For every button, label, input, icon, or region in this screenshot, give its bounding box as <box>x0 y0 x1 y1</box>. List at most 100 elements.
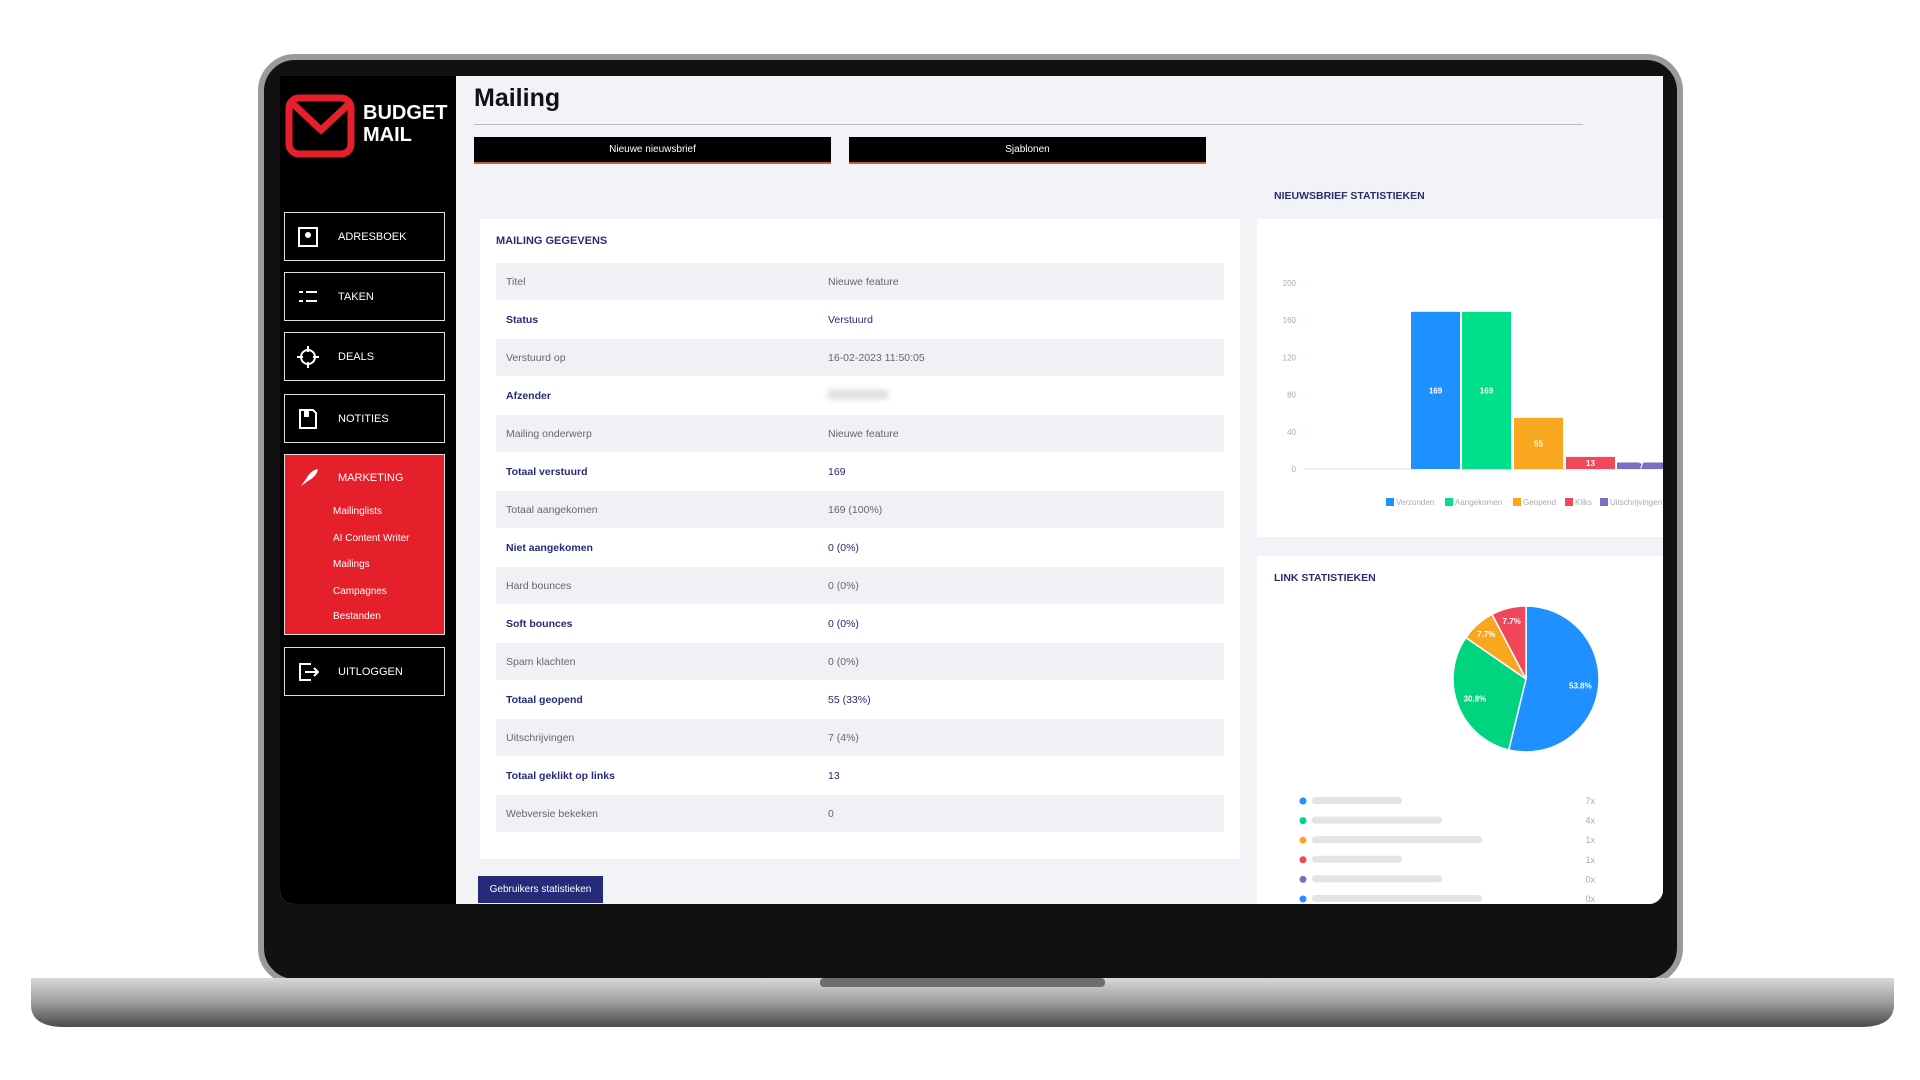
blurred-link <box>1312 895 1482 902</box>
row-label: Titel <box>506 276 526 288</box>
row-value: 0 <box>828 808 834 820</box>
chart-title: NIEUWSBRIEF STATISTIEKEN <box>1274 190 1425 202</box>
table-row: Niet aangekomen 0 (0%) <box>496 529 1224 566</box>
button[interactable]: Nieuwe nieuwsbrief <box>474 137 831 164</box>
table-row: Soft bounces 0 (0%) <box>496 605 1224 642</box>
row-label: Totaal geopend <box>506 694 583 706</box>
row-value: 169 (100%) <box>828 504 883 516</box>
link-count: 4x <box>1585 816 1595 826</box>
legend-label: Aangekomen <box>1455 498 1502 507</box>
pie-slice <box>1507 605 1600 753</box>
stats-card <box>1257 556 1663 904</box>
logo-line: MAIL <box>363 124 412 146</box>
row-value: 169 <box>828 466 846 478</box>
table-row: Totaal geklikt op links 13 <box>496 757 1224 794</box>
legend-swatch <box>1445 498 1453 506</box>
sidebar: BUDGET MAIL ADRESBOEK TAKEN DEALS NOTITI… <box>280 76 456 904</box>
link-dot <box>1299 875 1307 883</box>
table-row: Status Verstuurd <box>496 301 1224 338</box>
button[interactable]: Gebruikers statistieken <box>478 876 603 903</box>
submenu-item[interactable]: Mailings <box>333 559 370 570</box>
blurred-link <box>1312 816 1442 824</box>
nav-label: UITLOGGEN <box>338 665 403 678</box>
y-tick-label: 40 <box>1287 428 1296 437</box>
row-value: Nieuwe feature <box>828 428 899 440</box>
bar <box>1566 456 1615 469</box>
nav-item[interactable]: UITLOGGEN <box>284 647 445 696</box>
screen: BUDGET MAIL ADRESBOEK TAKEN DEALS NOTITI… <box>280 76 1663 904</box>
logo-line: BUDGET <box>363 102 448 124</box>
table-row: Totaal verstuurd 169 <box>496 453 1224 490</box>
row-label: Totaal verstuurd <box>506 466 588 478</box>
bar-label: 169 <box>1429 386 1443 395</box>
nav-label: DEALS <box>338 350 375 363</box>
row-value: 0 (0%) <box>828 618 859 630</box>
table-row: Verstuurd op 16-02-2023 11:50:05 <box>496 339 1224 376</box>
row-label: Soft bounces <box>506 618 573 630</box>
pie-slice <box>1452 636 1527 751</box>
table-row: Webversie bekeken 0 <box>496 795 1224 832</box>
logo-text: BUDGET MAIL <box>363 102 447 146</box>
nav-label: NOTITIES <box>338 412 389 425</box>
nav-item[interactable]: NOTITIES <box>284 394 445 443</box>
row-value: 0 (0%) <box>828 542 859 554</box>
submenu-item[interactable]: Bestanden <box>333 611 381 622</box>
row-value: Nieuwe feature <box>828 276 899 288</box>
row-label: Verstuurd op <box>506 352 566 364</box>
row-label: Hard bounces <box>506 580 572 592</box>
card-title: MAILING GEGEVENS <box>496 235 608 247</box>
row-value: 13 <box>828 770 840 782</box>
link-count: 1x <box>1585 855 1595 865</box>
bar <box>1411 311 1460 469</box>
link-count: 0x <box>1585 874 1595 884</box>
row-label: Totaal geklikt op links <box>506 770 615 782</box>
nav-item[interactable]: TAKEN <box>284 272 445 321</box>
row-label: Afzender <box>506 390 551 402</box>
pie-label: 30.8% <box>1464 695 1487 704</box>
bar <box>1617 462 1663 469</box>
nav-label: MARKETING <box>338 472 404 484</box>
blurred-link <box>1312 836 1482 844</box>
charts: NIEUWSBRIEF STATISTIEKEN 0 40 80 120 160 200 16… <box>1274 190 1663 904</box>
table-row: Afzender <box>496 377 1224 414</box>
row-value: 0 (0%) <box>828 656 859 668</box>
bar-label: 55 <box>1534 439 1543 448</box>
table-row: Totaal aangekomen 169 (100%) <box>496 491 1224 528</box>
submenu-item[interactable]: AI Content Writer <box>333 533 410 544</box>
blurred-link <box>1312 855 1402 863</box>
row-value: 55 (33%) <box>828 694 871 706</box>
pie-label: 7.7% <box>1477 630 1495 639</box>
legend-label: Geopend <box>1523 498 1556 507</box>
link-dot <box>1299 797 1307 805</box>
page-title: Mailing <box>474 84 561 112</box>
row-label: Webversie bekeken <box>506 808 599 820</box>
table-row: Totaal geopend 55 (33%) <box>496 681 1224 718</box>
table-row: Hard bounces 0 (0%) <box>496 567 1224 604</box>
y-tick-label: 200 <box>1283 279 1297 288</box>
bar-label: 7 <box>1639 462 1644 471</box>
logo-icon <box>285 94 355 158</box>
legend-label: Verzonden <box>1396 498 1434 507</box>
row-value: Verstuurd <box>828 314 873 326</box>
row-label: Spam klachten <box>506 656 576 668</box>
nav-item[interactable]: ADRESBOEK <box>284 212 445 261</box>
legend-label: Uitschrijvingen <box>1610 498 1662 507</box>
link-count: 1x <box>1585 835 1595 845</box>
legend-swatch <box>1600 498 1608 506</box>
row-label: Uitschrijvingen <box>506 732 575 744</box>
submenu-item[interactable]: Mailinglists <box>333 506 382 517</box>
nav-label: ADRESBOEK <box>338 230 407 243</box>
button[interactable]: Sjablonen <box>849 137 1206 164</box>
y-tick-label: 120 <box>1283 353 1297 362</box>
link-count: 7x <box>1585 796 1595 806</box>
legend-swatch <box>1513 498 1521 506</box>
nav-item[interactable]: DEALS <box>284 332 445 381</box>
link-dot <box>1299 895 1307 903</box>
nav-item-active[interactable]: MARKETING <box>284 454 445 635</box>
link-dot <box>1299 856 1307 864</box>
pie-label: 7.7% <box>1503 617 1521 626</box>
table-row: Uitschrijvingen 7 (4%) <box>496 719 1224 756</box>
submenu-item[interactable]: Campagnes <box>333 586 387 597</box>
legend-label: Kliks <box>1575 498 1592 507</box>
